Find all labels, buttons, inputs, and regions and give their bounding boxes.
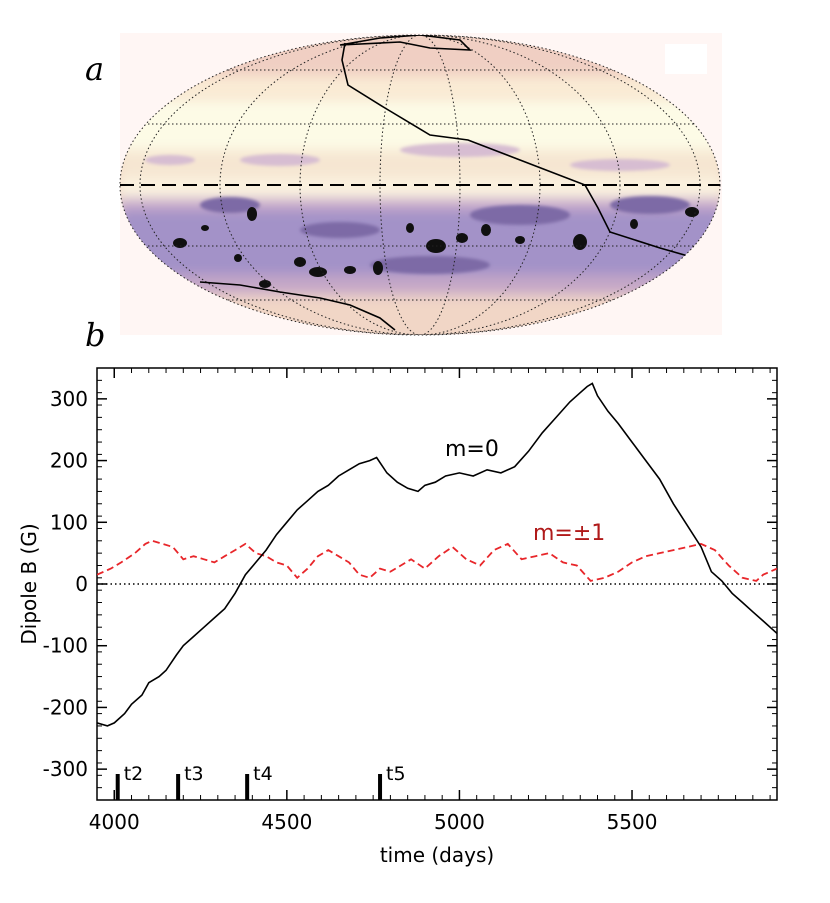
x-tick-label: 5000	[434, 810, 485, 834]
time-marker-label: t4	[253, 763, 273, 785]
time-marker-label: t2	[124, 763, 144, 785]
map-boundaries	[199, 35, 689, 331]
map-dark-spots	[173, 207, 699, 288]
series-label-m0: m=0	[445, 437, 499, 462]
series-label-m-pm1: m=±1	[533, 521, 605, 546]
panel-b-label: b	[85, 316, 105, 354]
map-corner-patch	[665, 44, 707, 74]
series-m0-line	[97, 382, 777, 727]
plot-area	[96, 367, 778, 801]
y-axis-title: Dipole B (G)	[17, 523, 41, 644]
panel-a-label: a	[85, 50, 104, 88]
x-axis-title: time (days)	[380, 843, 494, 867]
chart: t2 t3 t4 t5 4000 4500 5000 5500 300 200 100 0 -100…	[17, 367, 778, 867]
time-markers: t2 t3 t4 t5	[115, 763, 406, 800]
x-tick-label: 5500	[607, 810, 658, 834]
map-panel	[119, 33, 722, 336]
minor-ticks	[96, 367, 777, 801]
y-tick-labels: 300 200 100 0 -100 -200 -300	[43, 387, 88, 781]
y-tick-label: 0	[75, 572, 88, 596]
x-tick-labels: 4000 4500 5000 5500	[89, 810, 658, 834]
y-tick-label: 100	[50, 510, 88, 534]
y-tick-label: -200	[43, 695, 88, 719]
y-tick-label: 200	[50, 449, 88, 473]
series-m-pm1-line	[97, 539, 777, 582]
y-tick-label: -300	[43, 757, 88, 781]
x-tick-label: 4500	[261, 810, 312, 834]
y-tick-label: 300	[50, 387, 88, 411]
time-marker-label: t5	[386, 763, 406, 785]
time-marker-label: t3	[184, 763, 204, 785]
x-tick-label: 4000	[89, 810, 140, 834]
y-tick-label: -100	[43, 634, 88, 658]
